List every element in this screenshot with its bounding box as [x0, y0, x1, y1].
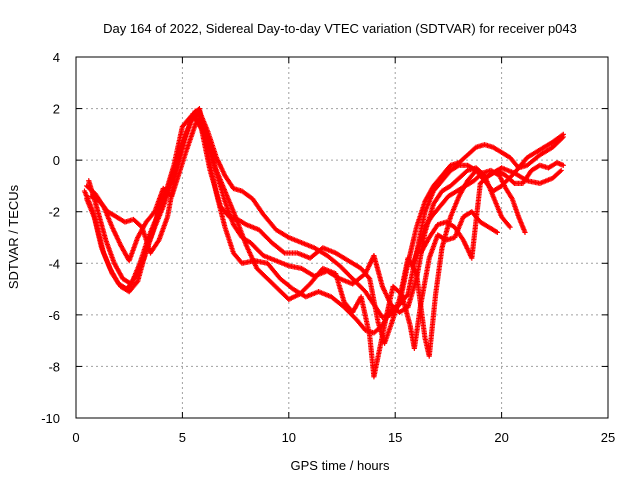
- y-tick-label: -2: [48, 205, 60, 220]
- data-point: [510, 179, 516, 185]
- y-tick-label: -8: [48, 359, 60, 374]
- x-tick-label: 10: [282, 430, 296, 445]
- data-point: [557, 168, 563, 175]
- y-tick-label: -4: [48, 256, 60, 271]
- y-tick-label: 2: [53, 102, 60, 117]
- series-track-6: [418, 160, 566, 261]
- x-tick-label: 0: [72, 430, 79, 445]
- x-tick-label: 20: [494, 430, 508, 445]
- plot-frame: [75, 56, 609, 419]
- data-points: [81, 105, 566, 380]
- data-point: [494, 229, 500, 235]
- x-tick-label: 15: [388, 430, 402, 445]
- x-tick-label: 5: [179, 430, 186, 445]
- data-point: [522, 229, 528, 235]
- series-track-5: [84, 116, 500, 380]
- chart-title: Day 164 of 2022, Sidereal Day-to-day VTE…: [103, 21, 577, 36]
- x-axis-label: GPS time / hours: [291, 458, 390, 473]
- x-tick-label: 25: [601, 430, 615, 445]
- grid: [76, 57, 608, 418]
- data-point: [560, 131, 566, 137]
- series-track-7: [409, 167, 528, 269]
- data-point: [507, 224, 513, 230]
- y-tick-label: -6: [48, 308, 60, 323]
- y-tick-label: 4: [53, 50, 60, 65]
- y-tick-label: 0: [53, 153, 60, 168]
- data-point: [558, 167, 564, 174]
- y-tick-label: -10: [41, 411, 60, 426]
- y-axis-label: SDTVAR / TECUs: [6, 184, 21, 289]
- axis-ticks: 0 5 10 15 20 25 -10 -8 -6 -4 -2 0 2 4: [41, 50, 615, 445]
- data-point: [560, 162, 566, 168]
